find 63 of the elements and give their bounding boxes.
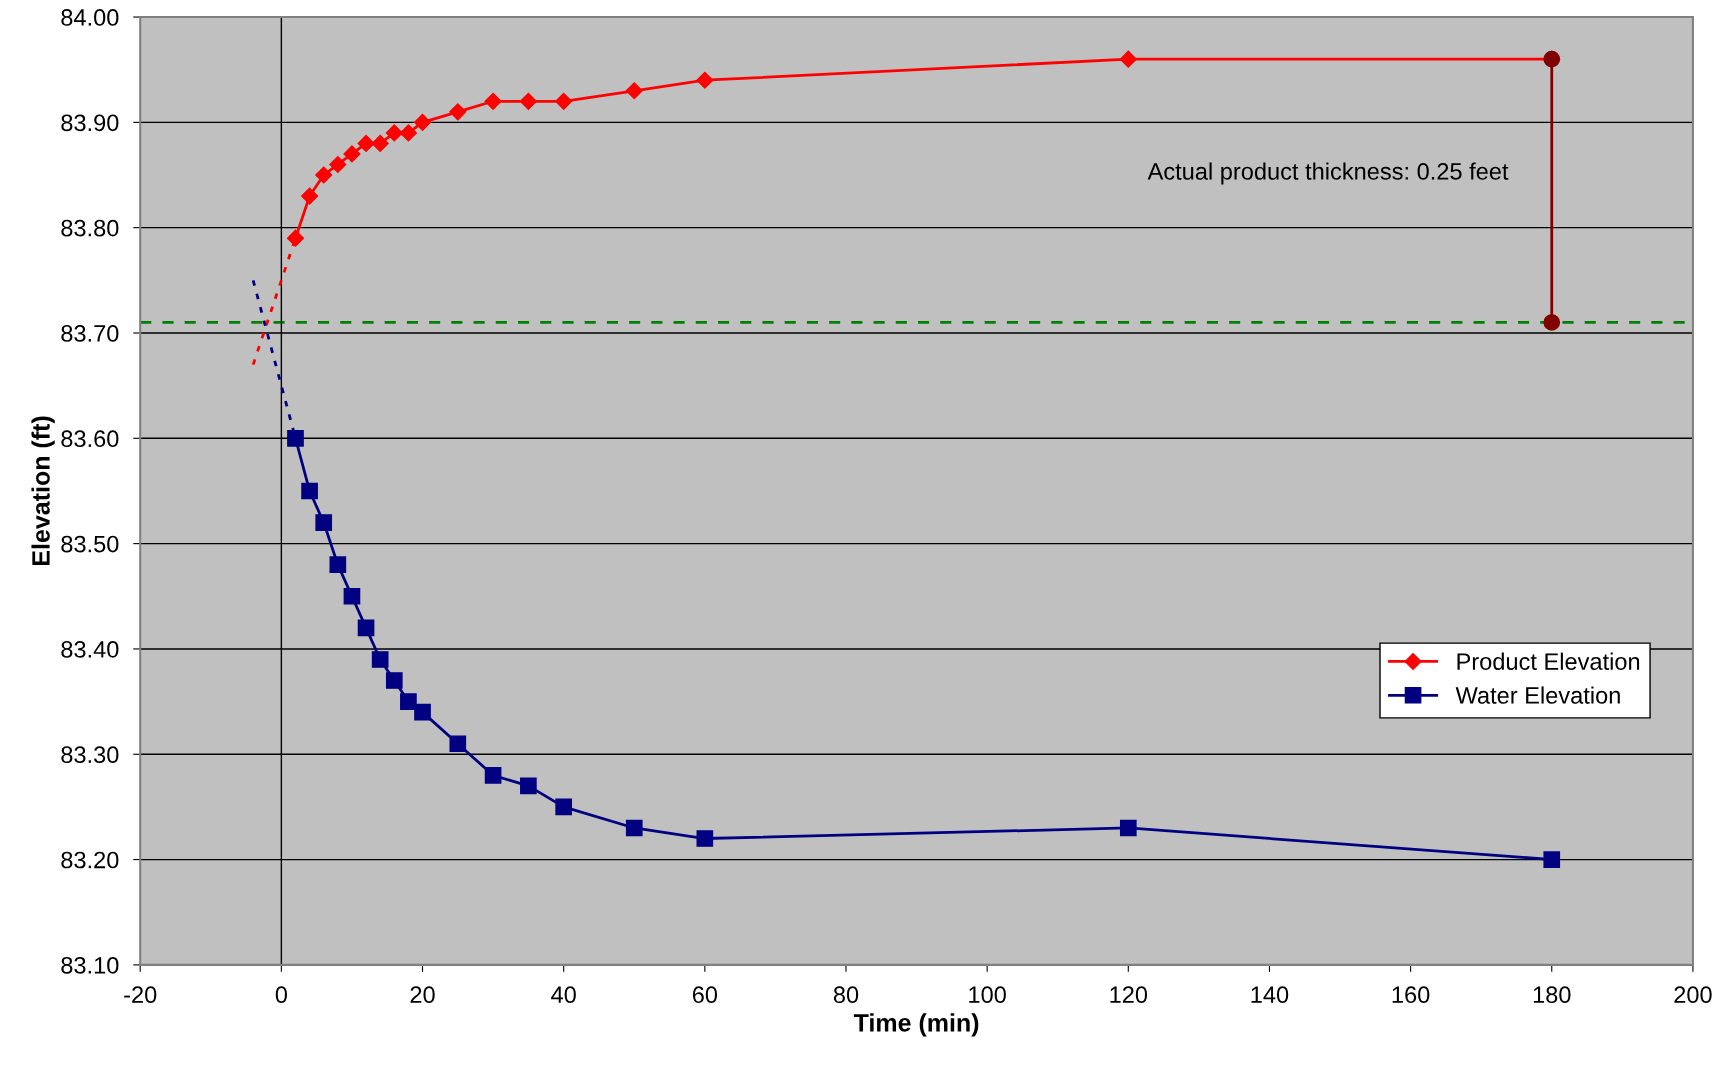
x-tick-label: 20 bbox=[410, 986, 435, 1004]
x-axis-title: Time (min) bbox=[853, 1013, 979, 1037]
x-tick-label: 160 bbox=[1392, 986, 1430, 1004]
point bbox=[357, 134, 375, 152]
point bbox=[520, 777, 537, 795]
y-tick-label: 83.40 bbox=[61, 641, 119, 658]
point bbox=[696, 830, 714, 847]
point bbox=[1543, 851, 1561, 868]
y-tick-label: 83.80 bbox=[61, 219, 119, 237]
y-tick-label: 84.00 bbox=[61, 9, 119, 26]
legend-label: Water Elevation bbox=[1455, 686, 1620, 704]
legend-label: Product Elevation bbox=[1457, 652, 1640, 670]
point bbox=[625, 82, 643, 100]
x-tick-label: 200 bbox=[1674, 986, 1712, 1004]
point bbox=[555, 798, 573, 816]
point bbox=[1119, 50, 1137, 68]
point bbox=[315, 166, 333, 184]
point bbox=[414, 703, 431, 721]
point bbox=[519, 92, 537, 110]
x-tick-label: 60 bbox=[692, 986, 718, 1004]
point bbox=[301, 482, 318, 500]
point bbox=[371, 651, 389, 668]
point bbox=[413, 113, 432, 131]
point bbox=[399, 124, 417, 142]
point bbox=[343, 587, 361, 605]
y-tick-label: 83.60 bbox=[61, 430, 119, 448]
point bbox=[343, 145, 361, 163]
y-tick-label: 83.10 bbox=[61, 956, 119, 974]
x-tick-label: 120 bbox=[1110, 986, 1148, 1004]
point bbox=[385, 124, 403, 142]
x-tick-label: -20 bbox=[124, 986, 157, 1004]
point bbox=[357, 619, 375, 637]
y-tick-label: 83.30 bbox=[61, 746, 119, 764]
x-tick-label: 180 bbox=[1533, 986, 1571, 1004]
point bbox=[1543, 314, 1561, 331]
point bbox=[449, 735, 467, 753]
point bbox=[696, 71, 714, 89]
point bbox=[287, 429, 304, 447]
point bbox=[625, 819, 643, 837]
x-tick-label: 0 bbox=[275, 986, 288, 1004]
point bbox=[286, 229, 305, 247]
point bbox=[484, 766, 502, 784]
x-tick-label: 140 bbox=[1251, 986, 1289, 1004]
point bbox=[555, 92, 573, 110]
x-tick-label: 80 bbox=[833, 986, 859, 1004]
point bbox=[400, 693, 417, 710]
point bbox=[1119, 819, 1137, 837]
y-axis-title: Elevation (ft) bbox=[31, 416, 55, 565]
point bbox=[449, 103, 467, 121]
point bbox=[371, 134, 389, 152]
point bbox=[301, 187, 319, 205]
x-tick-label: 40 bbox=[551, 986, 576, 1004]
point bbox=[329, 155, 347, 174]
x-tick-label: 100 bbox=[969, 986, 1006, 1004]
point bbox=[315, 514, 333, 531]
annotation: Actual product thickness: 0.25 feet bbox=[1147, 162, 1509, 185]
point bbox=[484, 92, 502, 110]
point bbox=[329, 556, 347, 574]
y-tick-label: 83.90 bbox=[61, 114, 119, 132]
y-tick-label: 83.20 bbox=[61, 851, 119, 869]
y-tick-label: 83.70 bbox=[61, 325, 119, 342]
y-tick-label: 83.50 bbox=[61, 535, 119, 553]
point bbox=[385, 672, 403, 689]
